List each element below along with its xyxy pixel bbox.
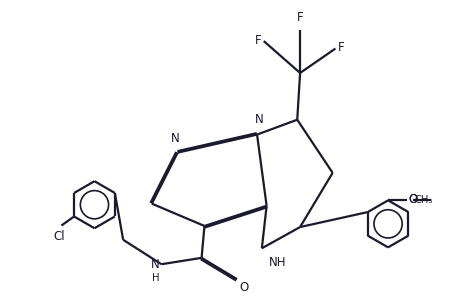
Text: F: F bbox=[297, 11, 303, 24]
Text: H: H bbox=[152, 273, 159, 283]
Text: Cl: Cl bbox=[53, 230, 65, 243]
Text: F: F bbox=[255, 34, 262, 47]
Text: O: O bbox=[408, 193, 417, 207]
Text: F: F bbox=[338, 41, 344, 54]
Text: O: O bbox=[239, 281, 248, 294]
Text: N: N bbox=[150, 258, 159, 271]
Text: N: N bbox=[255, 114, 264, 126]
Text: N: N bbox=[171, 131, 180, 145]
Text: O: O bbox=[408, 193, 417, 207]
Text: NH: NH bbox=[269, 257, 286, 269]
Text: CH₃: CH₃ bbox=[414, 195, 433, 205]
